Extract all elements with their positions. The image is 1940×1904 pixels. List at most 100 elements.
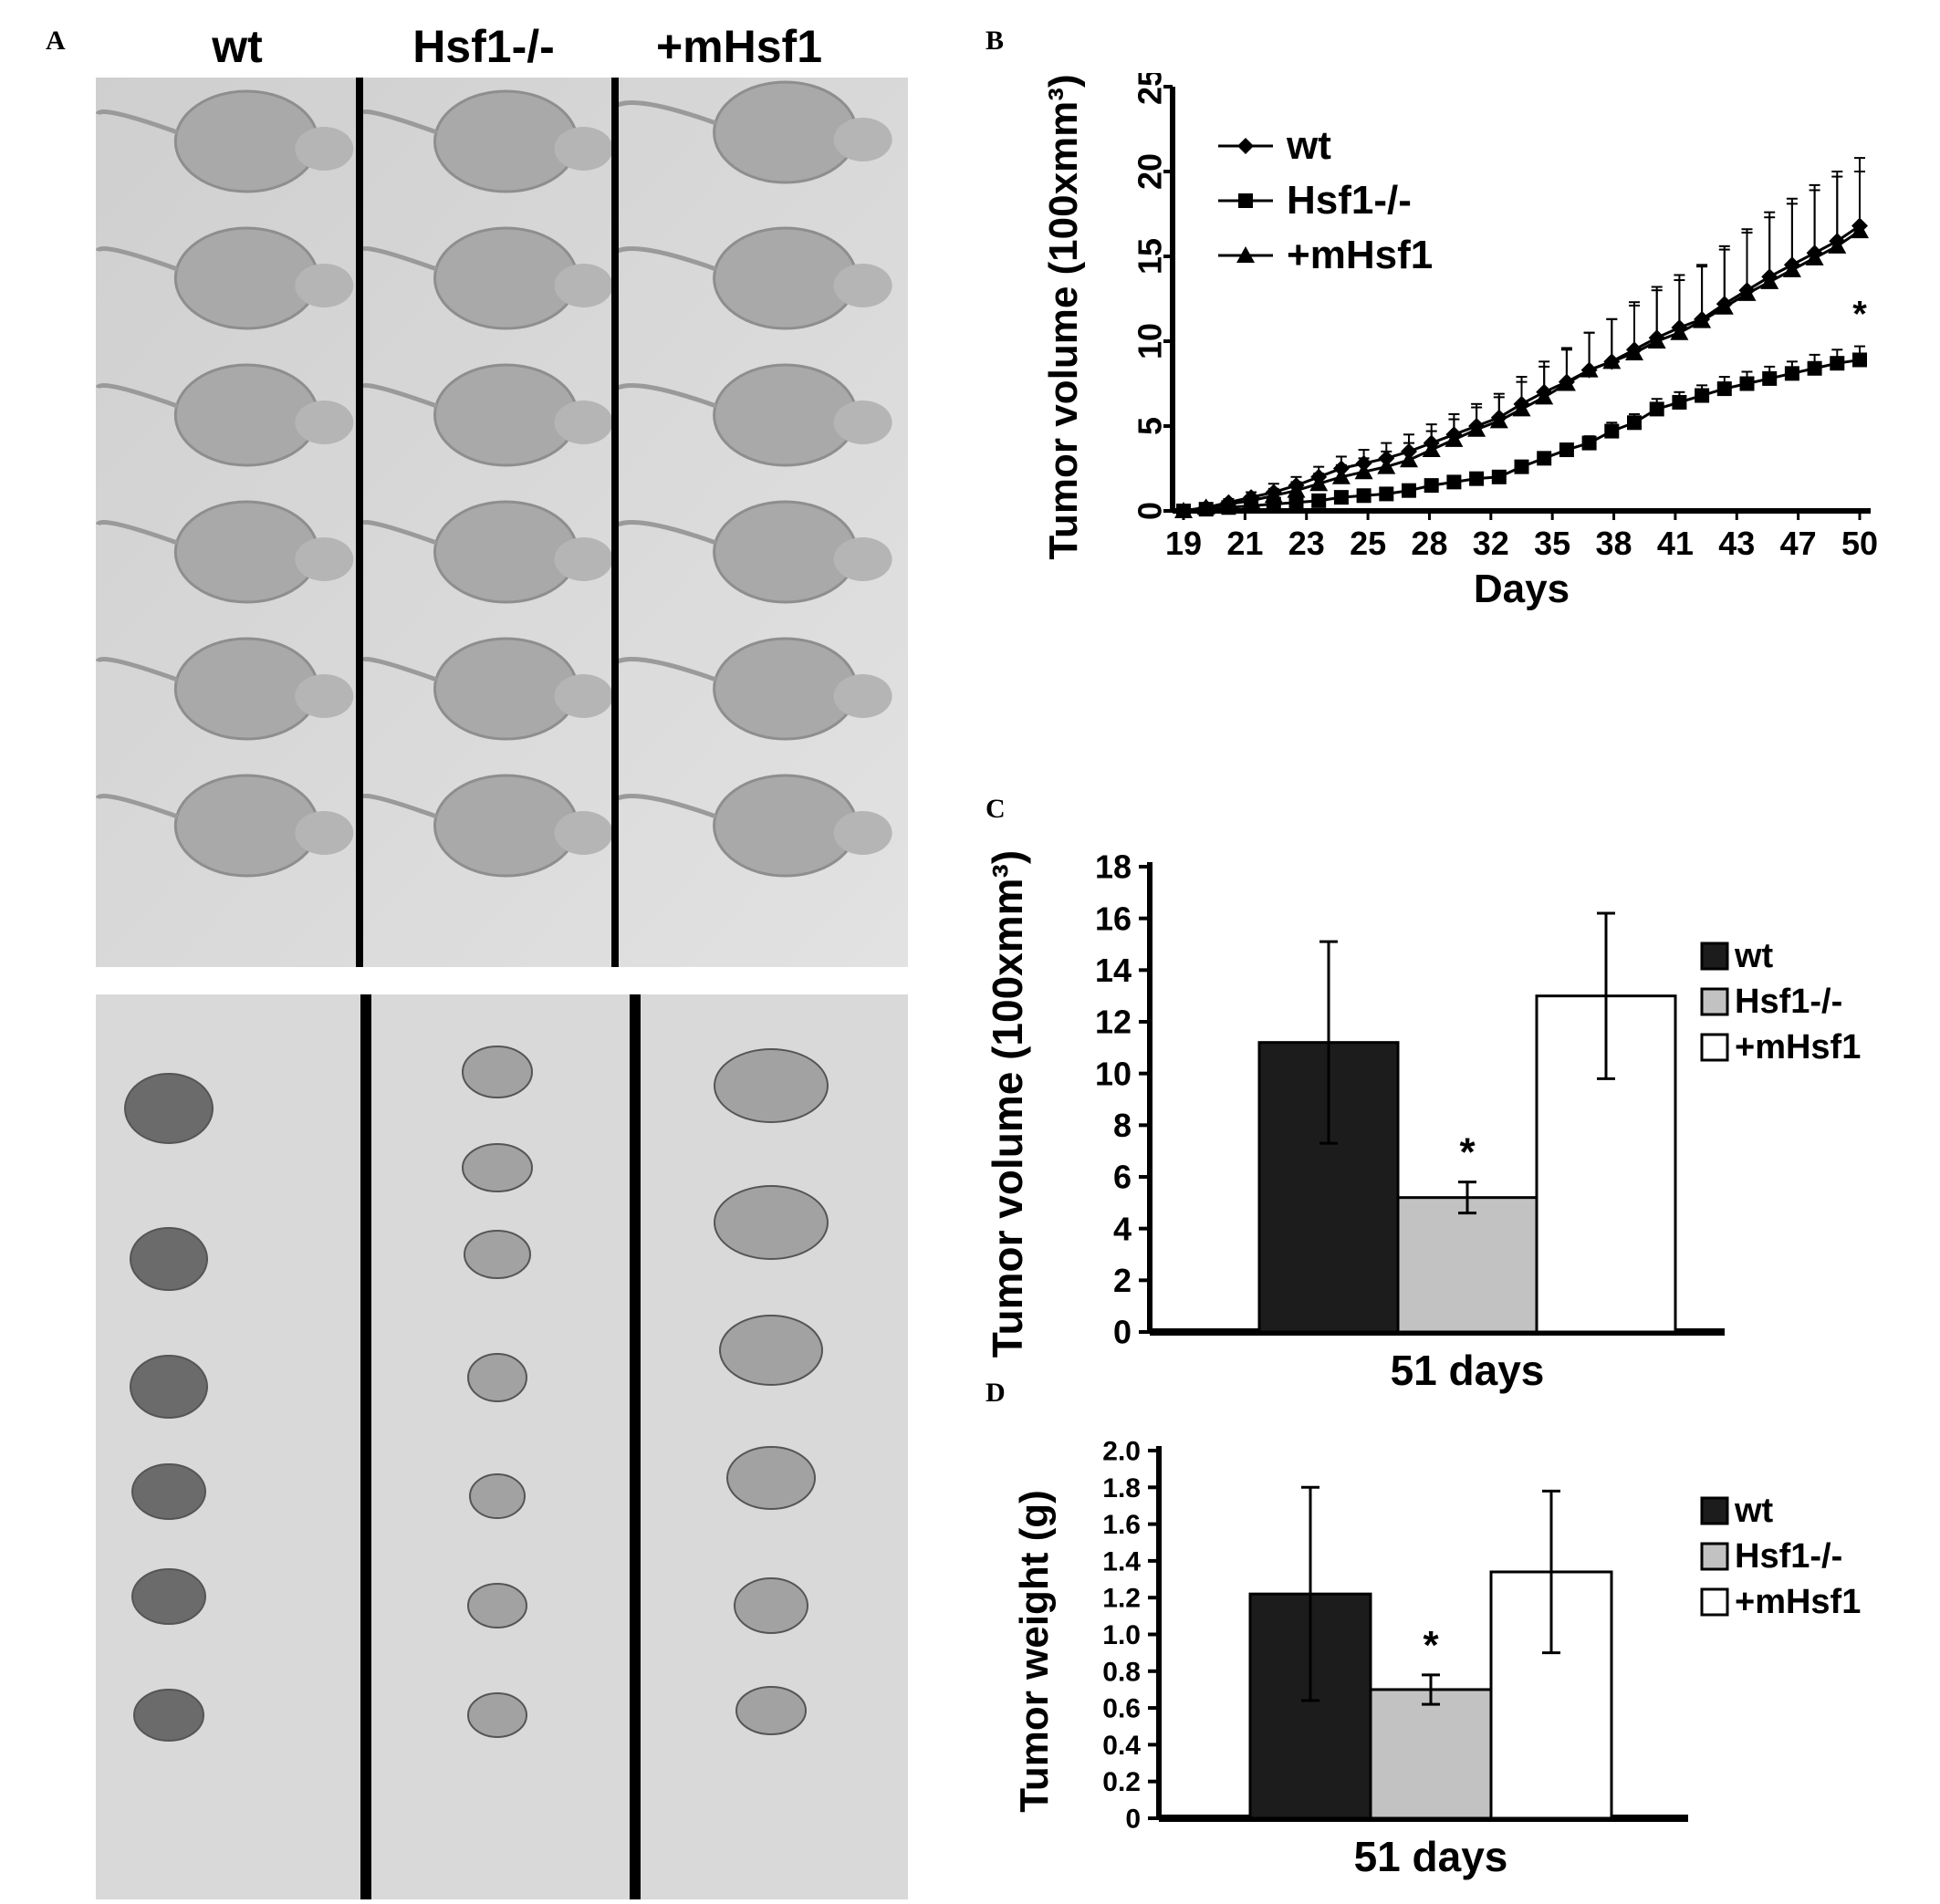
- data-point: [1196, 498, 1215, 515]
- data-point: [1424, 478, 1439, 494]
- x-tick-label: 21: [1226, 525, 1263, 562]
- x-axis-title: Days: [1474, 567, 1570, 611]
- data-point: [1851, 222, 1869, 239]
- x-tick-label: 38: [1596, 525, 1632, 562]
- tumor-mass-icon: [469, 1473, 526, 1519]
- data-point: [1602, 352, 1622, 369]
- data-point: [1762, 370, 1778, 386]
- mouse-tail-icon: [617, 100, 717, 126]
- x-axis-title: 51 days: [1354, 1833, 1508, 1880]
- x-tick-label: 32: [1473, 525, 1509, 562]
- data-point: [1264, 486, 1283, 504]
- mouse-silhouette-icon: [713, 774, 859, 878]
- chart-b: 0 5 10 15 20 25 19 21 23 25 28 32 35 38 41 43 47 50 Days Tu…: [1041, 73, 1878, 611]
- legend-swatch: [1700, 1542, 1729, 1571]
- significance-marker: *: [1423, 1623, 1439, 1668]
- mouse-head-icon: [295, 264, 354, 307]
- y-axis-title: Tumor volume (100xmm³): [1041, 74, 1086, 559]
- data-point: [1830, 356, 1845, 371]
- x-tick-label: 43: [1718, 525, 1755, 562]
- y-tick-label: 10: [1132, 323, 1169, 359]
- mouse-silhouette-icon: [173, 774, 319, 878]
- data-point: [1311, 493, 1327, 508]
- mice-photo: [96, 78, 908, 967]
- y-tick-label: 2.0: [1102, 1437, 1141, 1467]
- data-point: [1784, 366, 1799, 381]
- legend-swatch: [1700, 1496, 1729, 1525]
- y-tick-label: 10: [1095, 1055, 1132, 1092]
- mouse-silhouette-icon: [433, 500, 579, 604]
- data-point: [1649, 401, 1664, 417]
- tumor-mass-icon: [467, 1692, 527, 1738]
- y-tick-label: 1.4: [1102, 1546, 1141, 1576]
- x-tick-label: 41: [1657, 525, 1694, 562]
- mouse-tail-icon: [617, 246, 717, 272]
- bar-hsf1: [1396, 1196, 1538, 1334]
- legend-label: wt: [1734, 937, 1774, 975]
- mouse-head-icon: [295, 811, 354, 855]
- y-tick-label: 1.2: [1102, 1584, 1141, 1614]
- panel-letter-b: B: [986, 26, 1005, 56]
- y-tick-label: 8: [1113, 1107, 1132, 1144]
- data-point: [1716, 381, 1732, 397]
- panel-letter-a: A: [46, 26, 66, 56]
- mouse-tail-icon: [617, 383, 717, 409]
- data-point: [1737, 284, 1757, 301]
- data-point: [1627, 415, 1642, 431]
- data-point: [1715, 297, 1734, 315]
- legend-swatch: [1700, 942, 1729, 971]
- data-point: [1852, 352, 1867, 368]
- mouse-head-icon: [833, 118, 892, 161]
- series-2: [1174, 171, 1869, 518]
- data-point: [1354, 463, 1373, 480]
- y-tick-label: 0: [1125, 1805, 1141, 1835]
- tumor-mass-icon: [131, 1568, 206, 1625]
- chart-d: 0 0.2 0.4 0.6 0.8 1.0 1.2 1.4 1.6 1.8 2.0 * 51 days w…: [1012, 1437, 1861, 1881]
- y-tick-label: 20: [1132, 153, 1169, 190]
- data-point: [1647, 332, 1666, 349]
- legend-swatch: [1700, 987, 1729, 1016]
- mouse-tail-icon: [617, 794, 717, 819]
- mouse-tail-icon: [96, 109, 179, 135]
- y-tick-label: 0: [1113, 1314, 1132, 1351]
- mouse-silhouette-icon: [433, 637, 579, 741]
- mouse-head-icon: [833, 674, 892, 718]
- tumors-photo-background: [96, 994, 908, 1899]
- y-tick-label: 0.8: [1102, 1657, 1141, 1687]
- mouse-silhouette-icon: [433, 89, 579, 193]
- data-point: [1489, 411, 1508, 429]
- data-point: [1805, 248, 1824, 265]
- data-point: [1514, 459, 1529, 474]
- tumor-mass-icon: [131, 1463, 206, 1520]
- data-point: [1491, 469, 1507, 484]
- panel-letter-d: D: [986, 1378, 1006, 1408]
- data-point: [1670, 323, 1689, 340]
- tumor-mass-icon: [714, 1185, 829, 1260]
- tumor-mass-icon: [462, 1046, 533, 1098]
- x-tick-label: 28: [1411, 525, 1447, 562]
- mouse-silhouette-icon: [173, 226, 319, 330]
- y-tick-label: 18: [1095, 848, 1132, 886]
- mouse-head-icon: [554, 537, 613, 581]
- data-point: [1693, 311, 1712, 328]
- mouse-tail-icon: [96, 246, 179, 272]
- mouse-tail-icon: [96, 520, 179, 546]
- bar-hsf1: [1369, 1688, 1493, 1820]
- mouse-head-icon: [833, 401, 892, 444]
- mouse-silhouette-icon: [173, 500, 319, 604]
- x-tick-label: 47: [1780, 525, 1817, 562]
- legend-marker: [1236, 246, 1255, 263]
- mouse-head-icon: [554, 811, 613, 855]
- data-point: [1739, 376, 1755, 391]
- chart-c: 0 2 4 6 8 10 12 14 16 18 * 51 days wt Hsf1-/- +mHsf1 Tu…: [984, 848, 1861, 1394]
- tumors-photo: [96, 994, 908, 1899]
- data-point: [1377, 457, 1396, 474]
- data-point: [1174, 502, 1193, 518]
- x-tick-label: 25: [1350, 525, 1386, 562]
- legend-swatch: [1700, 1587, 1729, 1617]
- data-point: [1537, 451, 1552, 466]
- mouse-silhouette-icon: [173, 363, 319, 467]
- x-tick-label: 35: [1534, 525, 1570, 562]
- group-label-wt: wt: [212, 21, 263, 72]
- tumor-mass-icon: [464, 1230, 531, 1279]
